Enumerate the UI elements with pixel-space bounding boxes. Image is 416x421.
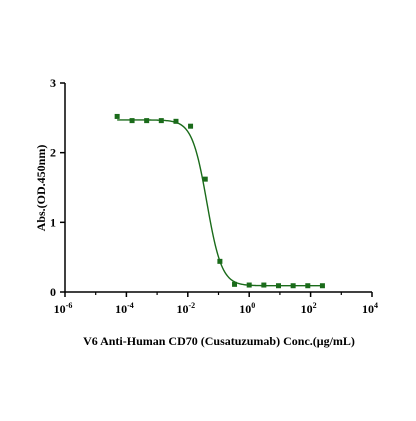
x-tick-label: 102	[301, 301, 317, 316]
data-point	[319, 283, 325, 289]
data-point	[158, 118, 164, 124]
data-point	[290, 283, 296, 289]
x-tick-label: 10-4	[115, 301, 134, 316]
data-point	[114, 113, 120, 119]
y-axis-title: Abs.(OD.450nm)	[34, 145, 48, 232]
data-point	[305, 283, 311, 289]
data-point	[188, 123, 194, 129]
data-point	[261, 282, 267, 288]
x-axis-title: V6 Anti-Human CD70 (Cusatuzumab) Conc.(μ…	[83, 334, 355, 348]
axes-layer: 0 1 2 3 10-6 10-4 10-2 100 102 104	[50, 76, 378, 316]
data-point	[144, 118, 150, 124]
data-point	[202, 176, 208, 182]
data-point	[129, 118, 135, 124]
y-tick-label: 1	[50, 215, 56, 229]
x-tick-label: 104	[362, 301, 378, 316]
data-point	[275, 283, 281, 289]
data-point	[232, 281, 238, 287]
y-tick-label: 0	[50, 285, 56, 299]
x-tick-label: 10-2	[176, 301, 195, 316]
data-point	[246, 282, 252, 288]
data-points-layer	[114, 113, 325, 289]
axis-labels-layer: V6 Anti-Human CD70 (Cusatuzumab) Conc.(μ…	[34, 145, 355, 348]
x-tick-label: 100	[239, 301, 255, 316]
data-point	[217, 258, 223, 264]
y-tick-label: 2	[50, 146, 56, 160]
data-point	[173, 118, 179, 124]
x-tick-label: 10-6	[54, 301, 73, 316]
y-tick-label: 3	[50, 76, 56, 90]
